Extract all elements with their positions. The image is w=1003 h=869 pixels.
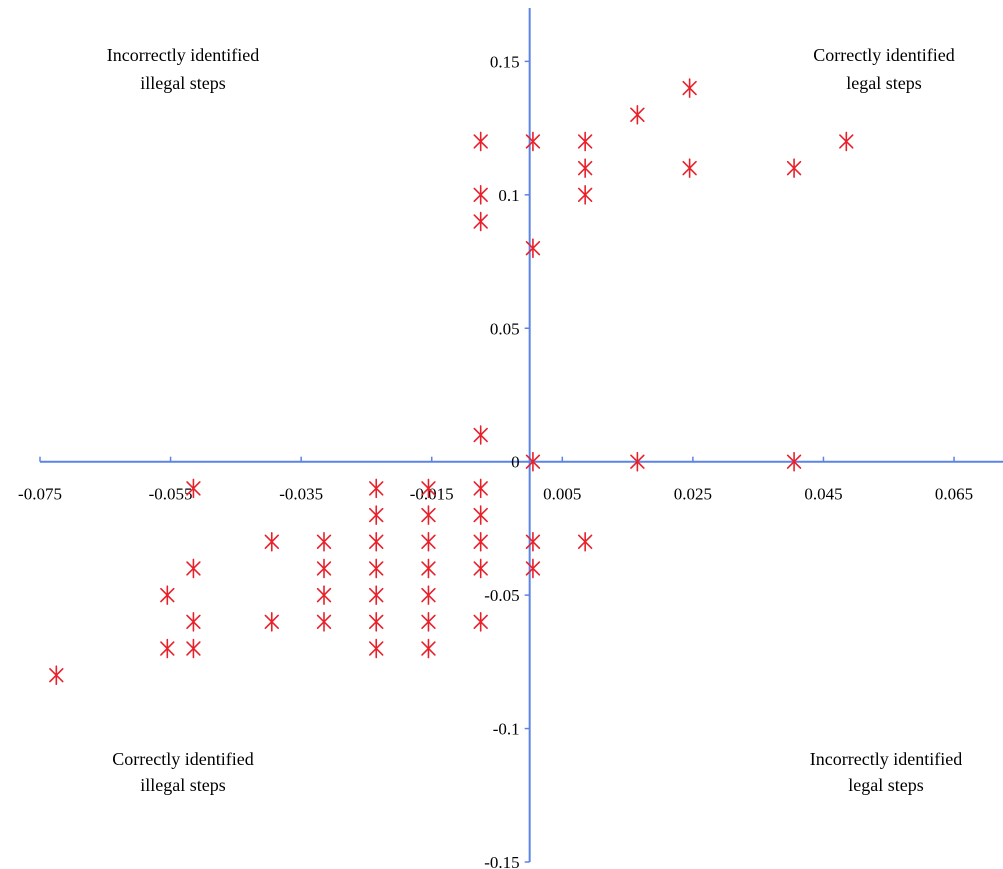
- data-point-asterisk: [525, 531, 541, 552]
- x-tick-label: 0.025: [674, 485, 712, 504]
- data-point-asterisk: [473, 211, 488, 232]
- data-point-asterisk: [186, 638, 201, 659]
- data-point-asterisk: [577, 185, 593, 205]
- x-axis-ticks: -0.075 -0.055 -0.035 -0.015 0.005 0.025 0.045 0…: [18, 456, 973, 504]
- y-tick-label: 0.05: [490, 319, 520, 338]
- data-points: [49, 78, 854, 685]
- y-tick-label: -0.1: [493, 720, 520, 739]
- y-tick-label: -0.05: [484, 586, 519, 605]
- data-point-asterisk: [369, 531, 384, 552]
- data-point-asterisk: [473, 131, 488, 152]
- data-point-asterisk: [682, 78, 697, 98]
- x-tick-label: 0.065: [935, 485, 973, 504]
- data-point-asterisk: [421, 478, 436, 499]
- data-point-asterisk: [682, 158, 697, 178]
- annotation-bottom-right-line1: Incorrectly identified: [810, 749, 962, 769]
- x-tick-label: -0.035: [279, 485, 323, 504]
- data-point-asterisk: [160, 638, 175, 659]
- annotation-bottom-right-line2: legal steps: [848, 775, 923, 795]
- data-point-asterisk: [369, 638, 384, 659]
- annotation-top-left-line1: Incorrectly identified: [107, 45, 259, 65]
- data-point-asterisk: [421, 505, 436, 525]
- data-point-asterisk: [630, 104, 645, 125]
- y-tick-label: 0.15: [490, 52, 520, 71]
- data-point-asterisk: [186, 612, 201, 632]
- x-tick-label: 0.005: [543, 485, 581, 504]
- x-tick-label: 0.045: [804, 485, 842, 504]
- quadrant-annotations: Incorrectly identified illegal steps Cor…: [107, 45, 962, 795]
- y-tick-label: 0.1: [498, 186, 519, 205]
- data-point-asterisk: [421, 531, 436, 552]
- data-point-asterisk: [421, 638, 436, 659]
- data-point-asterisk: [316, 585, 332, 605]
- data-point-asterisk: [421, 585, 436, 605]
- data-point-asterisk: [525, 558, 541, 579]
- data-point-asterisk: [186, 558, 201, 579]
- data-point-asterisk: [577, 131, 593, 152]
- y-tick-label: -0.15: [484, 853, 519, 869]
- data-point-asterisk: [473, 185, 488, 205]
- data-point-asterisk: [369, 558, 384, 579]
- data-point-asterisk: [473, 505, 488, 525]
- axes: [40, 8, 1003, 862]
- y-tick-label: 0: [511, 453, 520, 472]
- data-point-asterisk: [786, 451, 802, 472]
- data-point-asterisk: [577, 158, 593, 178]
- annotation-top-right-line1: Correctly identified: [813, 45, 954, 65]
- x-tick-label: -0.015: [410, 485, 454, 504]
- data-point-asterisk: [421, 612, 436, 632]
- data-point-asterisk: [839, 131, 854, 152]
- data-point-asterisk: [473, 478, 488, 499]
- data-point-asterisk: [186, 478, 201, 499]
- annotation-bottom-left-line2: illegal steps: [140, 775, 225, 795]
- annotation-top-left-line2: illegal steps: [140, 73, 225, 93]
- data-point-asterisk: [369, 612, 384, 632]
- data-point-asterisk: [369, 585, 384, 605]
- x-tick-label: -0.075: [18, 485, 62, 504]
- data-point-asterisk: [525, 238, 541, 258]
- annotation-top-right-line2: legal steps: [846, 73, 921, 93]
- data-point-asterisk: [577, 531, 593, 552]
- data-point-asterisk: [369, 478, 384, 499]
- y-axis-ticks: 0.15 0.1 0.05 0 -0.05 -0.1 -0.15: [484, 52, 530, 869]
- data-point-asterisk: [369, 505, 384, 525]
- data-point-asterisk: [316, 558, 332, 579]
- data-point-asterisk: [525, 131, 541, 152]
- x-tick-label: -0.055: [149, 485, 193, 504]
- data-point-asterisk: [49, 665, 64, 685]
- data-point-asterisk: [421, 558, 436, 579]
- data-point-asterisk: [316, 612, 332, 632]
- data-point-asterisk: [473, 531, 488, 552]
- data-point-asterisk: [264, 531, 279, 552]
- data-point-asterisk: [264, 612, 279, 632]
- annotation-bottom-left-line1: Correctly identified: [112, 749, 253, 769]
- data-point-asterisk: [630, 451, 645, 472]
- data-point-asterisk: [525, 451, 541, 472]
- data-point-asterisk: [316, 531, 332, 552]
- data-point-asterisk: [786, 158, 802, 178]
- data-point-asterisk: [473, 612, 488, 632]
- data-point-asterisk: [473, 425, 488, 445]
- data-point-asterisk: [160, 585, 175, 605]
- data-point-asterisk: [473, 558, 488, 579]
